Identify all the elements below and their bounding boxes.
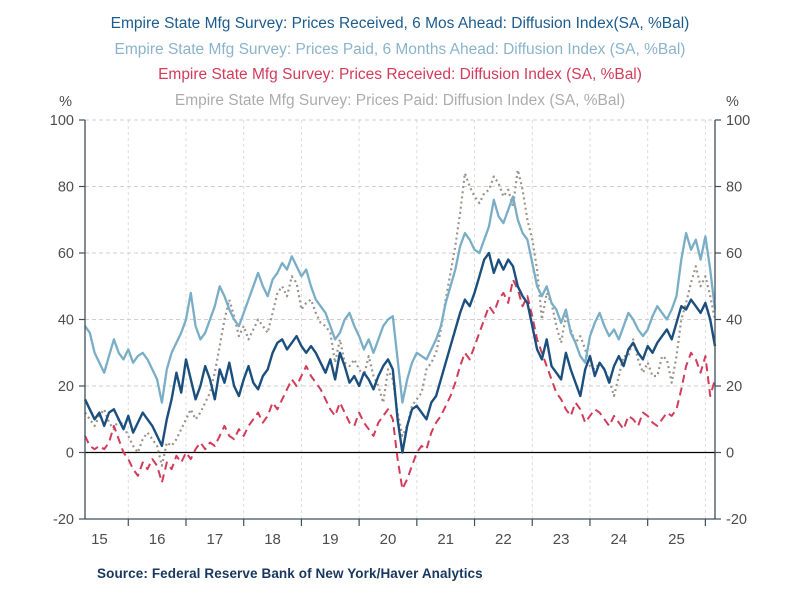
title-prices-paid-6mo: Empire State Mfg Survey: Prices Paid, 6 … [114, 40, 686, 58]
x-tick-label: 24 [610, 531, 627, 548]
x-tick-label: 25 [668, 531, 685, 548]
title-prices-paid: Empire State Mfg Survey: Prices Paid: Di… [174, 91, 626, 109]
y-tick-label-left: 0 [66, 446, 74, 462]
x-tick-label: 18 [264, 531, 281, 548]
y-tick-label-left: 80 [58, 180, 74, 196]
y-tick-label-left: -20 [53, 512, 74, 528]
y-tick-label-right: 40 [726, 313, 742, 329]
y-tick-label-left: 100 [50, 113, 74, 129]
x-tick-label: 22 [495, 531, 512, 548]
x-tick-label: 17 [207, 531, 224, 548]
y-tick-label-left: 60 [58, 246, 74, 262]
y-axis-unit-right: % [726, 94, 739, 110]
series-line [84, 195, 717, 404]
y-tick-label-right: 0 [726, 446, 734, 462]
source-note: Source: Federal Reserve Bank of New York… [97, 566, 483, 581]
x-tick-label: 19 [322, 531, 339, 548]
x-tick-label: 16 [149, 531, 166, 548]
y-tick-label-right: 80 [726, 180, 742, 196]
title-prices-received-6mo: Empire State Mfg Survey: Prices Received… [110, 15, 690, 32]
title-prices-received: Empire State Mfg Survey: Prices Received… [158, 66, 642, 83]
y-axis-unit-left: % [59, 94, 72, 110]
horizontal-gridlines [85, 119, 715, 387]
y-tick-label-left: 20 [58, 379, 74, 395]
y-axis-labels: 100 100 80 80 60 60 40 40 20 20 0 0 -20 -20 [50, 113, 750, 528]
x-axis-ticks [127, 519, 706, 526]
series-line [84, 168, 717, 467]
y-tick-label-right: 60 [726, 246, 742, 262]
x-tick-label: 21 [437, 531, 454, 548]
series-line [83, 251, 717, 454]
x-tick-label: 15 [91, 531, 108, 548]
series-line [84, 278, 716, 491]
chart-titles: Empire State Mfg Survey: Prices Received… [0, 11, 800, 113]
y-tick-label-right: 20 [726, 379, 742, 395]
y-tick-label-left: 40 [58, 313, 74, 329]
y-tick-label-right: 100 [726, 113, 750, 129]
y-tick-label-right: -20 [726, 512, 747, 528]
x-tick-label: 23 [553, 531, 570, 548]
x-tick-label: 20 [380, 531, 397, 548]
x-axis-labels: 15 16 17 18 19 20 21 22 23 24 25 [91, 531, 685, 548]
